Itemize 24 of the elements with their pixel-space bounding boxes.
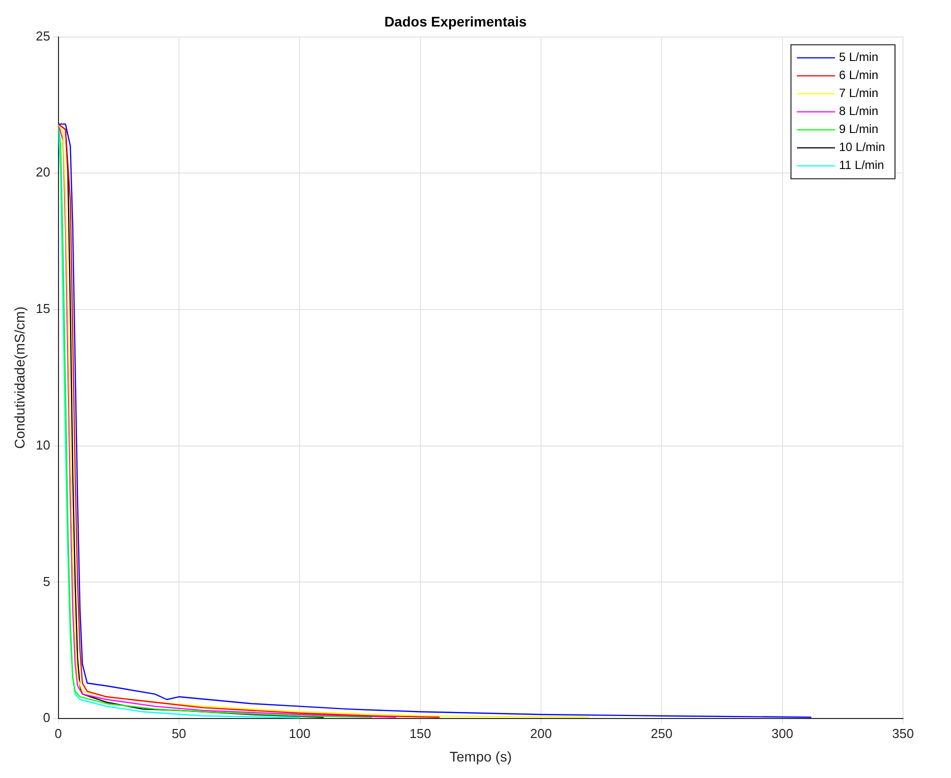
x-tick-label: 200 <box>530 726 552 741</box>
y-tick-label: 20 <box>36 164 50 180</box>
x-tick-label: 100 <box>288 726 310 741</box>
x-tick-label: 0 <box>54 726 62 741</box>
legend-label: 8 L/min <box>838 104 878 118</box>
x-axis-title: Tempo (s) <box>450 748 512 764</box>
legend-label: 11 L/min <box>838 158 884 172</box>
x-tick-label: 350 <box>892 726 914 741</box>
legend-label: 6 L/min <box>838 68 878 82</box>
y-tick-label: 5 <box>43 574 50 589</box>
x-tick-label: 50 <box>172 726 186 741</box>
y-tick-label: 0 <box>43 710 50 726</box>
y-tick-label: 15 <box>36 301 50 316</box>
legend-label: 9 L/min <box>838 122 878 136</box>
legend-label: 10 L/min <box>838 140 886 154</box>
x-tick-label: 150 <box>409 726 432 741</box>
y-axis-title: Condutividade(mS/cm) <box>11 306 28 449</box>
legend-label: 7 L/min <box>838 86 878 100</box>
y-tick-label: 10 <box>36 437 50 452</box>
chart-title: Dados Experimentais <box>384 13 527 30</box>
y-tick-label: 25 <box>36 28 50 44</box>
x-tick-label: 250 <box>650 726 672 741</box>
x-tick-label: 300 <box>771 726 794 741</box>
legend-label: 5 L/min <box>838 50 878 64</box>
